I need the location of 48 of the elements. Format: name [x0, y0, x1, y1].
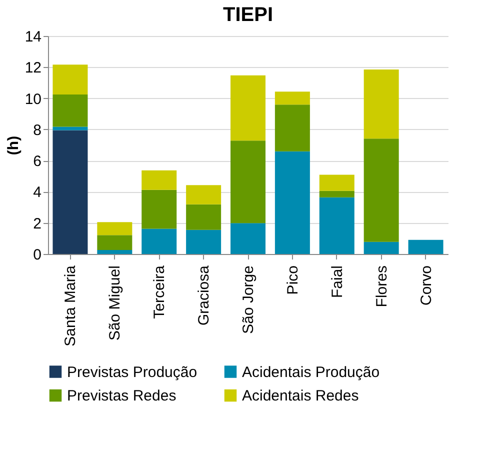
bar	[230, 140, 266, 224]
x-tick-label: São Miguel	[106, 266, 124, 341]
bar	[97, 235, 132, 250]
bar	[230, 223, 266, 254]
y-tick-label: 0	[33, 246, 42, 264]
bar	[364, 69, 399, 139]
x-tick-label: Santa Maria	[62, 264, 80, 346]
bar	[186, 185, 222, 204]
bar	[319, 174, 354, 191]
bar	[142, 170, 177, 190]
y-tick-label: 10	[24, 90, 42, 108]
legend-label: Previstas Redes	[67, 388, 176, 404]
y-axis-title: (h)	[4, 136, 22, 156]
bar	[52, 94, 88, 127]
bar	[186, 204, 222, 230]
x-tick-label: Pico	[284, 266, 302, 295]
legend-label: Acidentais Produção	[242, 364, 380, 381]
y-tick-label: 4	[33, 184, 42, 202]
bar	[319, 197, 354, 254]
bar	[274, 104, 310, 152]
x-tick-label: Terceira	[151, 264, 168, 319]
x-tick-label: Faial	[328, 266, 346, 298]
y-tick-label: 12	[24, 60, 42, 77]
bar	[97, 250, 132, 254]
bar	[274, 92, 310, 105]
bar	[142, 190, 177, 229]
y-tick-label: 14	[24, 28, 42, 46]
x-tick-label: Corvo	[418, 266, 435, 306]
bar	[52, 130, 88, 254]
bar	[142, 228, 177, 254]
bar	[364, 138, 399, 242]
legend-label: Acidentais Redes	[242, 388, 359, 404]
x-tick-label: Flores	[373, 266, 390, 308]
y-tick-label: 6	[33, 153, 42, 170]
bar	[186, 230, 222, 254]
bar	[319, 190, 354, 198]
y-tick-label: 2	[33, 215, 42, 232]
bar	[52, 64, 88, 95]
y-tick-label: 8	[33, 122, 42, 139]
bar	[364, 242, 399, 254]
bar	[97, 222, 132, 236]
legend-label: Previstas Produção	[67, 364, 198, 381]
bar	[230, 75, 266, 141]
bar	[274, 151, 310, 254]
x-tick-label: São Jorge	[240, 266, 257, 334]
x-tick-label: Graciosa	[196, 264, 213, 326]
bar	[408, 240, 444, 254]
chart-title: TIEPI	[222, 4, 274, 26]
